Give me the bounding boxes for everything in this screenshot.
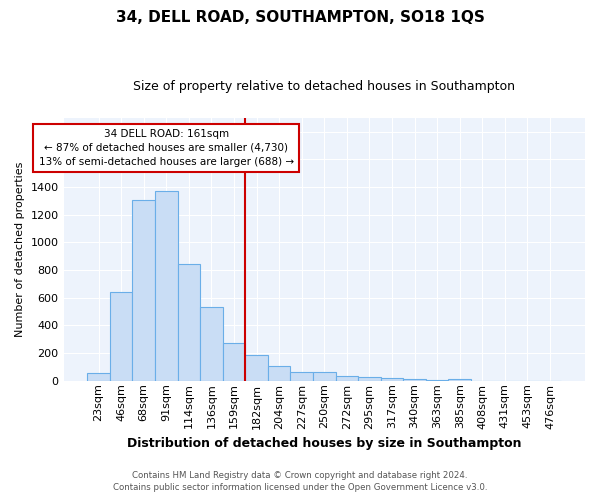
Bar: [358, 378, 381, 381]
Bar: [381, 378, 403, 381]
Text: 34, DELL ROAD, SOUTHAMPTON, SO18 1QS: 34, DELL ROAD, SOUTHAMPTON, SO18 1QS: [116, 10, 484, 25]
Bar: [223, 342, 245, 381]
Bar: [403, 380, 426, 381]
Bar: [448, 380, 471, 381]
Bar: [335, 376, 358, 381]
Bar: [133, 200, 155, 381]
Bar: [426, 380, 448, 381]
Bar: [155, 191, 178, 381]
Y-axis label: Number of detached properties: Number of detached properties: [15, 162, 25, 337]
Bar: [178, 264, 200, 381]
Bar: [87, 373, 110, 381]
Bar: [313, 372, 335, 381]
Text: 34 DELL ROAD: 161sqm
← 87% of detached houses are smaller (4,730)
13% of semi-de: 34 DELL ROAD: 161sqm ← 87% of detached h…: [38, 129, 294, 167]
Title: Size of property relative to detached houses in Southampton: Size of property relative to detached ho…: [133, 80, 515, 93]
Bar: [290, 372, 313, 381]
Bar: [200, 308, 223, 381]
Text: Contains HM Land Registry data © Crown copyright and database right 2024.
Contai: Contains HM Land Registry data © Crown c…: [113, 471, 487, 492]
Bar: [110, 292, 133, 381]
X-axis label: Distribution of detached houses by size in Southampton: Distribution of detached houses by size …: [127, 437, 521, 450]
Bar: [268, 366, 290, 381]
Bar: [245, 355, 268, 381]
